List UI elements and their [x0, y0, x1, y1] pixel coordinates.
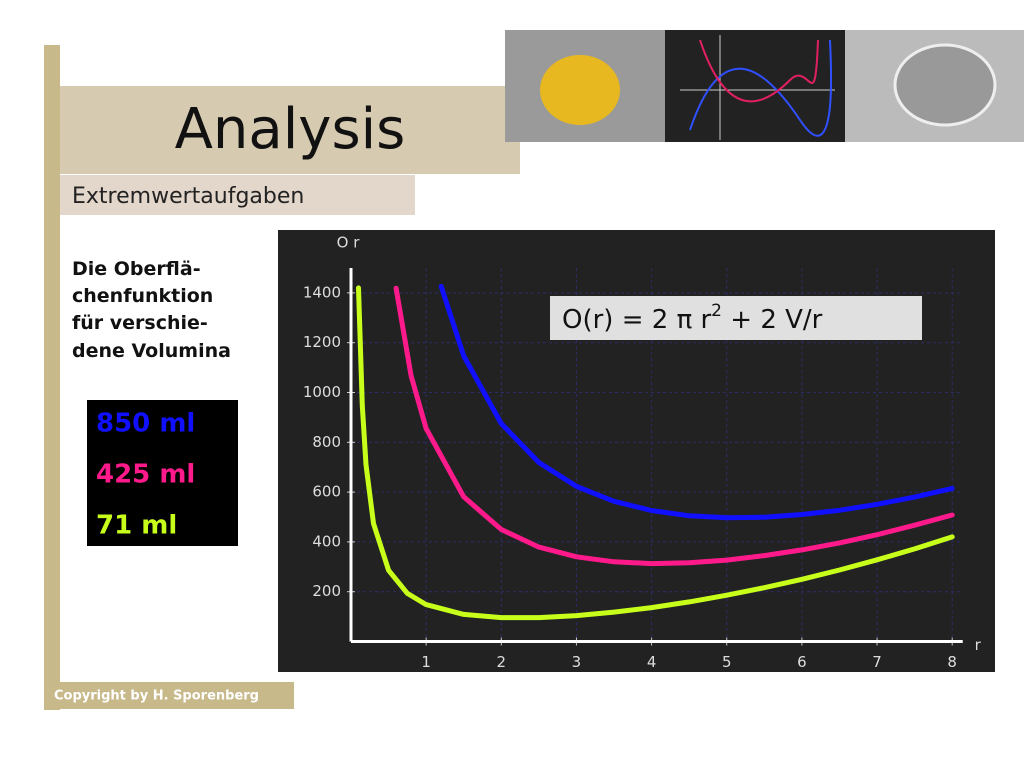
- chart: 200 400 600 800 1000 1200 1400 1 2 3 4 5 6 7 8 O r r 850 …: [96, 234, 982, 672]
- x-tick-label: 1: [421, 653, 431, 671]
- slide-title: Analysis: [175, 97, 406, 162]
- description: Die Oberflä- chenfunktion für verschie- …: [72, 258, 231, 362]
- series-line: [438, 283, 955, 521]
- x-axis-label: r: [975, 636, 982, 654]
- series-line: [356, 285, 955, 621]
- legend-label: 850 ml: [96, 409, 195, 439]
- subtitle-box: [60, 175, 415, 215]
- y-tick-label: 600: [312, 483, 341, 501]
- y-tick-label: 1000: [303, 383, 341, 401]
- description-line: für verschie-: [72, 312, 208, 334]
- x-tick-label: 8: [947, 653, 957, 671]
- x-tick-label: 5: [722, 653, 732, 671]
- series-line: [393, 285, 955, 567]
- legend: [87, 400, 238, 546]
- y-tick-label: 400: [312, 532, 341, 550]
- description-line: chenfunktion: [72, 285, 213, 307]
- x-tick-label: 2: [497, 653, 507, 671]
- annotation: O(r) = 2 π r2 + 2 V/r: [562, 301, 823, 335]
- y-tick-label: 1200: [303, 333, 341, 351]
- annotation-part: 2: [711, 301, 722, 321]
- mini-curve: [689, 39, 833, 137]
- solid-shape: [893, 43, 997, 127]
- x-tick-label: 3: [572, 653, 582, 671]
- legend-label: 425 ml: [96, 460, 195, 490]
- annotation-box: [550, 296, 922, 340]
- copyright-bar: [44, 682, 294, 709]
- annotation-part: O(r) = 2 π r: [562, 305, 711, 335]
- x-tick-label: 4: [647, 653, 657, 671]
- annotation-part: + 2 V/r: [722, 305, 823, 335]
- y-tick-label: 800: [312, 433, 341, 451]
- side-bar: [44, 45, 60, 710]
- y-tick-label: 200: [312, 582, 341, 600]
- y-tick-label: 1400: [303, 283, 341, 301]
- title-box: [60, 86, 520, 174]
- x-tick-label: 7: [872, 653, 882, 671]
- cone-shape: [540, 55, 620, 125]
- legend-label: 71 ml: [96, 511, 177, 541]
- image-graph: [665, 30, 845, 142]
- copyright: Copyright by H. Sporenberg: [54, 689, 259, 704]
- x-tick-label: 6: [797, 653, 807, 671]
- description-line: Die Oberflä-: [72, 258, 201, 280]
- mini-axes: [680, 35, 835, 140]
- description-line: dene Volumina: [72, 340, 231, 362]
- subtitle: Extremwertaufgaben: [72, 184, 304, 209]
- y-axis-label: O r: [337, 234, 361, 252]
- mini-curve: [699, 39, 819, 103]
